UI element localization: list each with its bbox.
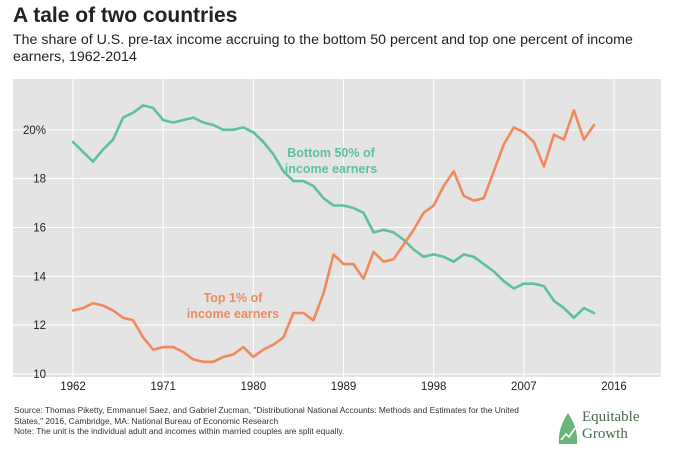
series-label-bottom-50: Bottom 50% of income earners bbox=[285, 146, 377, 176]
series-label-line: Top 1% of bbox=[204, 291, 264, 305]
methodology-note: Note: The unit is the individual adult a… bbox=[14, 426, 345, 436]
x-axis: 1962 1971 1980 1989 1998 2007 2016 bbox=[60, 381, 627, 393]
chart-subtitle: The share of U.S. pre-tax income accruin… bbox=[13, 32, 633, 65]
line-chart: 10 12 14 16 18 20% 1962 1971 1980 1989 1998 2007 20… bbox=[13, 79, 661, 393]
gridlines bbox=[13, 79, 661, 377]
x-tick-label: 1998 bbox=[421, 381, 447, 393]
series-line-bottom-50 bbox=[71, 104, 596, 320]
series-label-top-1: Top 1% of income earners bbox=[187, 291, 279, 321]
x-tick-label: 2007 bbox=[511, 381, 537, 393]
logo-mark-icon bbox=[558, 413, 578, 444]
series-lines bbox=[71, 104, 596, 364]
logo-text: Equitable Growth bbox=[582, 409, 639, 443]
y-tick-label: 20% bbox=[23, 125, 46, 137]
source-note: Source: Thomas Piketty, Emmanuel Saez, a… bbox=[14, 405, 519, 426]
y-axis: 10 12 14 16 18 20% bbox=[23, 125, 47, 381]
y-tick-label: 18 bbox=[33, 174, 46, 186]
x-tick-label: 1989 bbox=[331, 381, 357, 393]
series-label-line: income earners bbox=[187, 307, 279, 321]
series-line-top-1 bbox=[71, 109, 596, 364]
x-tick-label: 1962 bbox=[60, 381, 86, 393]
series-labels: Bottom 50% of income earners Top 1% of inco… bbox=[187, 146, 377, 321]
y-tick-label: 14 bbox=[33, 271, 46, 283]
series-label-line: Bottom 50% of bbox=[287, 146, 375, 160]
x-tick-label: 2016 bbox=[601, 381, 627, 393]
y-tick-label: 16 bbox=[33, 223, 46, 235]
y-tick-label: 10 bbox=[33, 369, 46, 381]
x-tick-label: 1971 bbox=[150, 381, 176, 393]
y-tick-label: 12 bbox=[33, 320, 46, 332]
chart-title: A tale of two countries bbox=[13, 4, 238, 27]
equitable-growth-logo: Equitable Growth bbox=[556, 408, 666, 448]
series-label-line: income earners bbox=[285, 162, 377, 176]
chart-footer: Source: Thomas Piketty, Emmanuel Saez, a… bbox=[14, 405, 544, 437]
x-tick-label: 1980 bbox=[241, 381, 267, 393]
logo-line-2: Growth bbox=[582, 426, 628, 442]
logo-line-1: Equitable bbox=[582, 409, 640, 425]
